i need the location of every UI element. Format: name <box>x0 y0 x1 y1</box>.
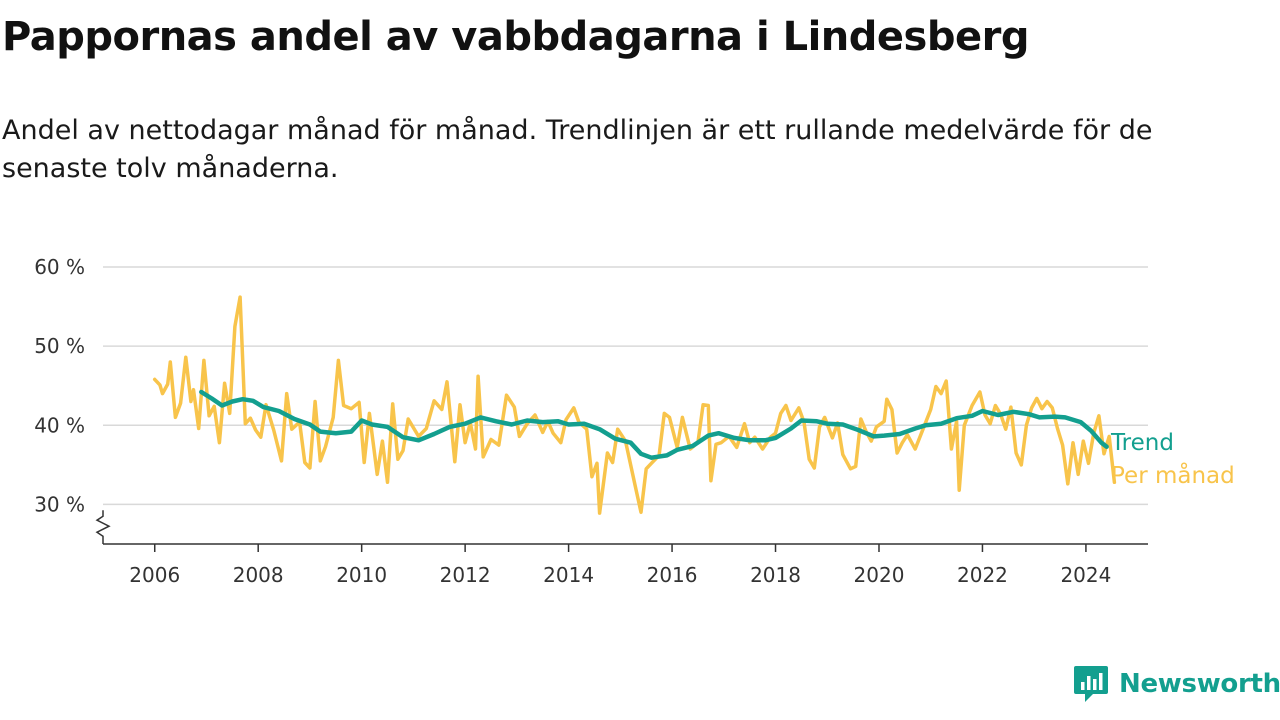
x-tick-label: 2014 <box>543 563 594 587</box>
x-tick-label: 2008 <box>233 563 284 587</box>
chart-title: Pappornas andel av vabbdagarna i Lindesb… <box>2 14 1029 60</box>
grid-lines <box>103 266 1148 506</box>
brand-name: Newsworthy <box>1119 669 1280 699</box>
y-tick-label: 60 % <box>34 255 85 279</box>
series-line-per-manad <box>152 295 1117 515</box>
x-tick-label: 2016 <box>647 563 698 587</box>
y-tick-label: 40 % <box>34 413 85 437</box>
brand-logo: Newsworthy <box>1073 664 1280 704</box>
newsworthy-logo-icon <box>1074 666 1108 702</box>
y-axis-break <box>95 510 111 544</box>
legend-per-manad-label: Per månad <box>1111 461 1235 489</box>
x-tick-label: 2006 <box>129 563 180 587</box>
series-lines <box>152 295 1117 515</box>
series-line-trend <box>199 389 1109 460</box>
x-tick-label: 2020 <box>854 563 905 587</box>
y-tick-label: 30 % <box>34 492 85 516</box>
x-tick-label: 2018 <box>750 563 801 587</box>
y-axis-ticks: 30 % 40 % 50 % 60 % <box>34 255 85 516</box>
x-tick-label: 2012 <box>440 563 491 587</box>
legend-trend-label: Trend <box>1110 430 1174 456</box>
legend: Trend Per månad <box>1110 430 1235 489</box>
y-tick-label: 50 % <box>34 334 85 358</box>
x-axis: 2006 2008 2010 2012 2014 2016 2018 2020 2022 2024 <box>95 510 1148 587</box>
x-tick-label: 2022 <box>957 563 1008 587</box>
chart-subtitle: Andel av nettodagar månad för månad. Tre… <box>2 115 1153 184</box>
x-tick-label: 2010 <box>336 563 387 587</box>
x-tick-label: 2024 <box>1060 563 1111 587</box>
